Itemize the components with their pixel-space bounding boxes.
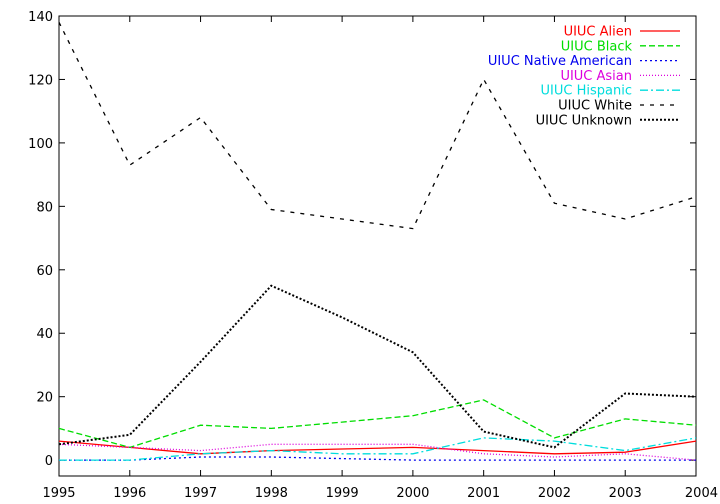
x-tick-label: 1998 xyxy=(255,486,288,501)
legend-label: UIUC Unknown xyxy=(536,113,632,128)
legend-label: UIUC White xyxy=(558,99,632,114)
x-tick-label: 1996 xyxy=(113,486,146,501)
y-tick-label: 20 xyxy=(36,391,53,406)
series-line-uiuc-asian xyxy=(58,443,697,461)
series-line-uiuc-hispanic xyxy=(59,437,697,461)
y-tick-label: 120 xyxy=(28,73,53,88)
legend-label: UIUC Native American xyxy=(488,54,632,69)
y-tick-label: 0 xyxy=(45,454,53,469)
x-tick-label: 2004 xyxy=(685,486,718,501)
series-line-uiuc-alien xyxy=(58,440,697,455)
y-axis: 0 20 40 60 80 100 120 140 xyxy=(28,10,696,469)
x-tick-label: 1999 xyxy=(326,486,359,501)
series-line-uiuc-native-american xyxy=(59,456,696,461)
series-line-uiuc-black xyxy=(58,399,697,449)
x-tick-label: 2001 xyxy=(467,486,500,501)
legend-label: UIUC Hispanic xyxy=(541,84,632,99)
x-tick-label: 2000 xyxy=(396,486,429,501)
legend-label: UIUC Black xyxy=(561,39,633,54)
y-tick-label: 100 xyxy=(28,137,53,152)
y-tick-label: 140 xyxy=(28,10,53,25)
legend-label: UIUC Asian xyxy=(560,69,632,84)
x-tick-label: 1995 xyxy=(42,486,75,501)
series-layer xyxy=(58,22,697,461)
y-tick-label: 60 xyxy=(36,264,53,279)
x-tick-label: 1997 xyxy=(184,486,217,501)
legend-label: UIUC Alien xyxy=(564,25,632,40)
x-tick-label: 2002 xyxy=(538,486,571,501)
plot-frame xyxy=(58,15,697,477)
x-tick-label: 2003 xyxy=(609,486,642,501)
series-line-uiuc-white xyxy=(58,22,697,230)
y-tick-label: 80 xyxy=(36,200,53,215)
series-line-uiuc-unknown xyxy=(58,284,697,449)
x-axis: 1995 1996 1997 1998 1999 2000 2001 2002 2003 2004 xyxy=(42,16,718,501)
y-tick-label: 40 xyxy=(36,327,53,342)
